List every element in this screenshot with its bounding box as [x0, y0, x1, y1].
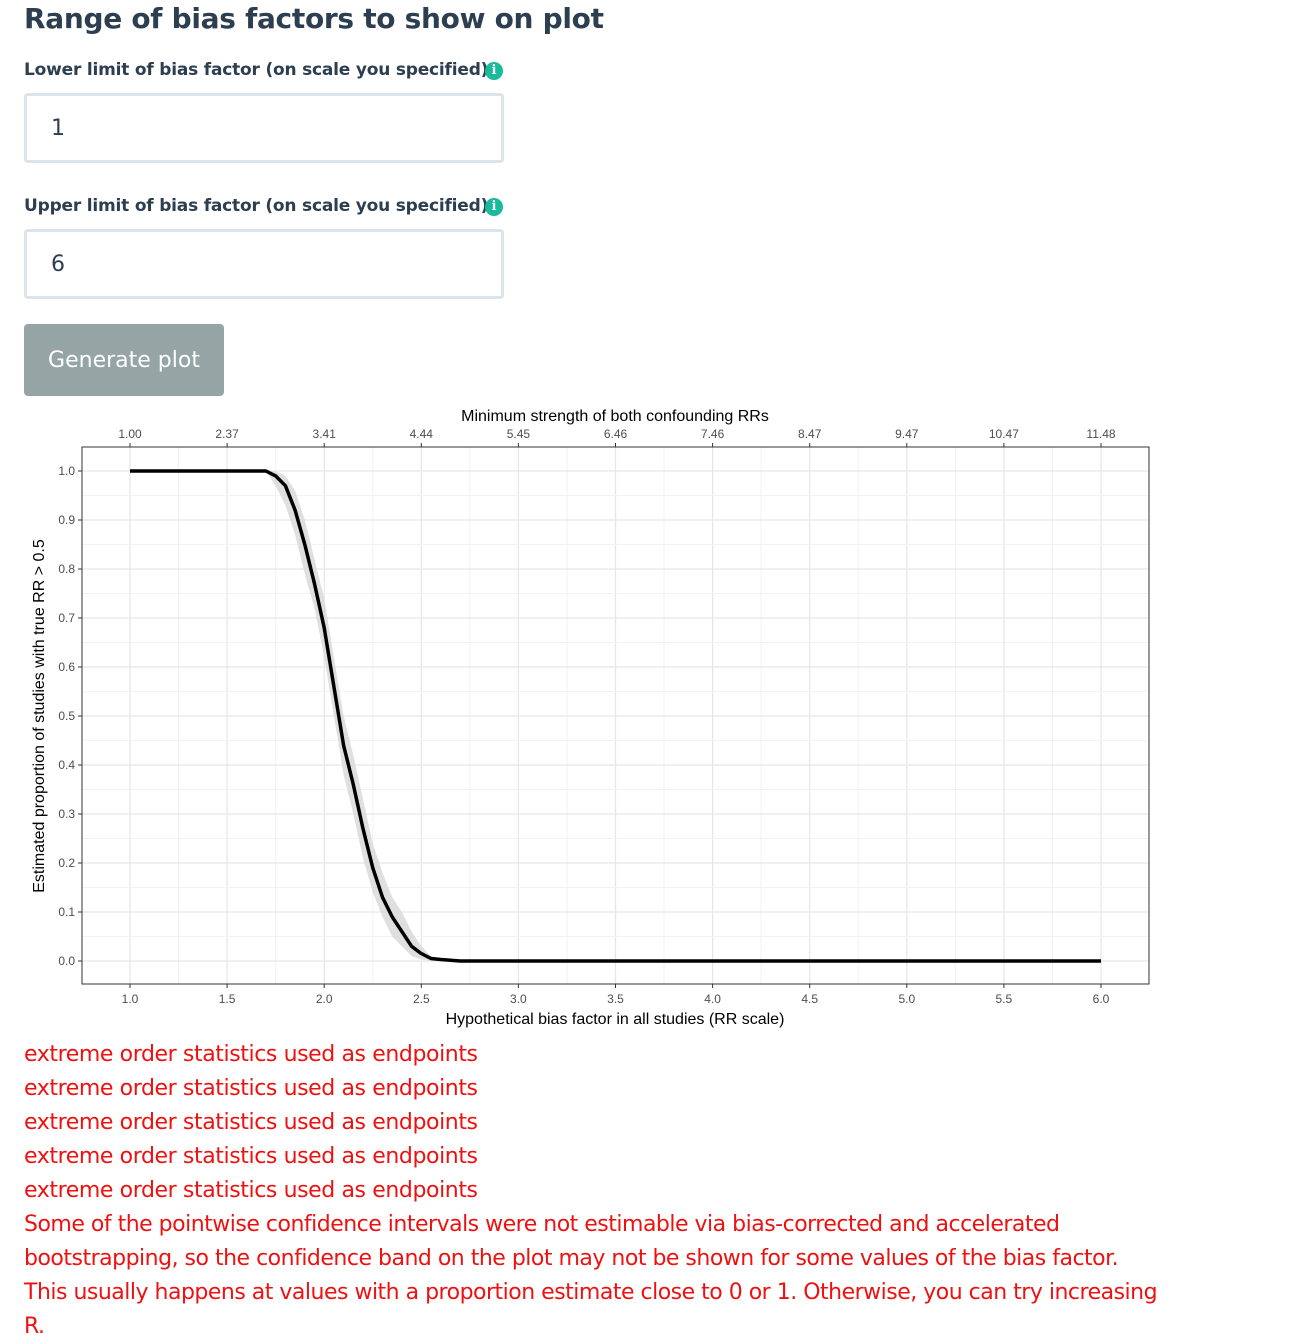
x-axis-title: Hypothetical bias factor in all studies …: [446, 1011, 785, 1028]
top-tick-label: 7.46: [701, 427, 725, 441]
x-tick-label: 3.5: [607, 992, 624, 1006]
warning-line: extreme order statistics used as endpoin…: [24, 1144, 478, 1169]
x-tick-label: 5.0: [898, 992, 915, 1006]
x-tick-label: 2.5: [413, 992, 430, 1006]
top-tick-label: 4.44: [410, 427, 434, 441]
top-tick-label: 2.37: [215, 427, 239, 441]
warning-list: extreme order statistics used as endpoin…: [24, 1038, 1294, 1208]
top-tick-label: 9.47: [895, 427, 919, 441]
confidence-band-warning: Some of the pointwise confidence interva…: [24, 1212, 1158, 1339]
section-title: Range of bias factors to show on plot: [24, 2, 604, 35]
x-axis-ticks: 1.0 1.5 2.0 2.5 3.0 3.5 4.0 4.5 5.0 5.5 6.0: [122, 984, 1110, 1006]
generate-plot-button[interactable]: Generate plot: [24, 324, 224, 396]
y-tick-label: 1.0: [58, 464, 75, 478]
x-tick-label: 5.5: [996, 992, 1013, 1006]
y-tick-label: 0.0: [58, 954, 75, 968]
confidence-band: [265, 471, 461, 961]
upper-limit-info-icon[interactable]: i: [485, 198, 503, 216]
top-tick-label: 6.46: [604, 427, 628, 441]
top-axis-ticks: 1.00 2.37 3.41 4.44 5.45 6.46 7.46 8.47 9.47 10.4…: [118, 427, 1116, 447]
x-tick-label: 2.0: [316, 992, 333, 1006]
estimate-line: [130, 469, 1101, 963]
warnings-panel: extreme order statistics used as endpoin…: [24, 1038, 1294, 1344]
warning-line: extreme order statistics used as endpoin…: [24, 1110, 478, 1135]
y-axis-title: Estimated proportion of studies with tru…: [31, 539, 48, 893]
x-tick-label: 1.5: [219, 992, 236, 1006]
y-tick-label: 0.2: [58, 856, 75, 870]
lower-limit-input[interactable]: [24, 93, 504, 163]
y-tick-label: 0.7: [58, 611, 75, 625]
y-tick-label: 0.4: [58, 758, 75, 772]
x-tick-label: 4.0: [704, 992, 721, 1006]
y-tick-label: 0.9: [58, 513, 75, 527]
x-tick-label: 4.5: [801, 992, 818, 1006]
top-tick-label: 1.00: [118, 427, 142, 441]
top-axis-title: Minimum strength of both confounding RRs: [461, 408, 769, 425]
lower-limit-label: Lower limit of bias factor (on scale you…: [24, 60, 489, 80]
upper-limit-label: Upper limit of bias factor (on scale you…: [24, 196, 489, 216]
warning-line: extreme order statistics used as endpoin…: [24, 1178, 478, 1203]
top-tick-label: 3.41: [313, 427, 337, 441]
top-tick-label: 10.47: [989, 427, 1019, 441]
y-tick-label: 0.5: [58, 709, 75, 723]
top-tick-label: 8.47: [798, 427, 822, 441]
y-tick-label: 0.6: [58, 660, 75, 674]
top-tick-label: 5.45: [507, 427, 531, 441]
y-tick-label: 0.3: [58, 807, 75, 821]
x-tick-label: 6.0: [1093, 992, 1110, 1006]
warning-line: extreme order statistics used as endpoin…: [24, 1042, 478, 1067]
y-tick-label: 0.8: [58, 562, 75, 576]
y-axis-ticks: 0.0 0.1 0.2 0.3 0.4 0.5 0.6 0.7 0.8 0.9 1.0: [58, 464, 82, 968]
y-tick-label: 0.1: [58, 905, 75, 919]
warning-line: extreme order statistics used as endpoin…: [24, 1076, 478, 1101]
upper-limit-input[interactable]: [24, 229, 504, 299]
sensitivity-plot: 1.0 1.5 2.0 2.5 3.0 3.5 4.0 4.5 5.0 5.5 6.0 0.0 0.1…: [31, 408, 1150, 1028]
x-tick-label: 3.0: [510, 992, 527, 1006]
top-tick-label: 11.48: [1086, 427, 1115, 441]
x-tick-label: 1.0: [122, 992, 139, 1006]
plot-grid: [82, 447, 1149, 984]
lower-limit-info-icon[interactable]: i: [485, 62, 503, 80]
